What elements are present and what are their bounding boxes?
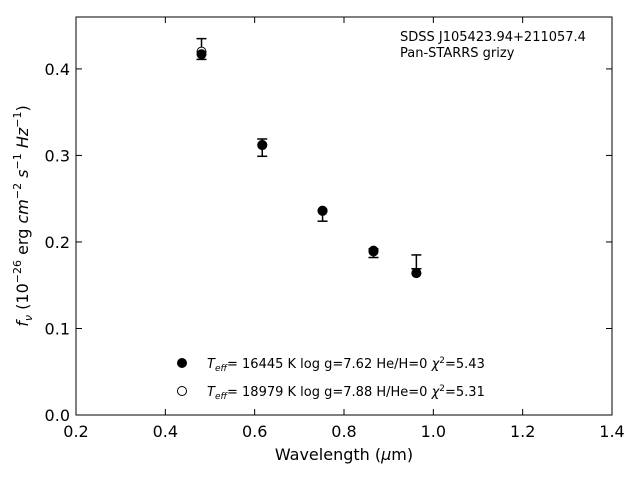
- y-tick-label: 0.0: [45, 406, 70, 425]
- y-tick-label: 0.1: [45, 319, 70, 338]
- model-point-filled: [411, 268, 422, 279]
- chart-annotation: SDSS J105423.94+211057.4 Pan-STARRS griz…: [400, 30, 586, 61]
- x-axis-ticks: 0.2 0.4 0.6 0.8 1.0 1.2 1.4: [63, 17, 625, 441]
- legend-entry-label: Teff​= 16445 K log g=7.62 He/H=0 χ2​=5.4…: [207, 356, 485, 374]
- y-axis-label: fν​ (10−26​ erg cm−2​ s−1​ Hz−1​): [11, 105, 35, 326]
- model-point-filled: [196, 49, 207, 60]
- annotation-line-object: SDSS J105423.94+211057.4: [400, 30, 586, 45]
- x-tick-label: 1.2: [510, 422, 535, 441]
- x-tick-label: 0.4: [153, 422, 178, 441]
- x-tick-label: 1.0: [421, 422, 446, 441]
- legend-entry-label: Teff​= 18979 K log g=7.88 H/He=0 χ2​=5.3…: [207, 384, 485, 402]
- x-tick-label: 0.6: [242, 422, 267, 441]
- model-point-filled: [257, 140, 268, 151]
- y-tick-label: 0.2: [45, 233, 70, 252]
- y-axis-ticks: 0.0 0.1 0.2 0.3 0.4: [45, 60, 612, 425]
- y-tick-label: 0.3: [45, 146, 70, 165]
- legend: Teff​= 16445 K log g=7.62 He/H=0 χ2​=5.4…: [177, 356, 485, 402]
- x-axis-label: Wavelength (μm): [275, 445, 413, 464]
- x-tick-label: 0.8: [331, 422, 356, 441]
- x-tick-label: 1.4: [599, 422, 624, 441]
- y-tick-label: 0.4: [45, 60, 70, 79]
- model-point-filled: [368, 245, 379, 256]
- legend-marker-open: [177, 386, 187, 396]
- legend-marker-filled: [177, 358, 187, 368]
- annotation-line-survey: Pan-STARRS grizy: [400, 46, 515, 61]
- model-point-filled: [317, 205, 328, 216]
- series-layer: [196, 46, 422, 279]
- x-tick-label: 0.2: [63, 422, 88, 441]
